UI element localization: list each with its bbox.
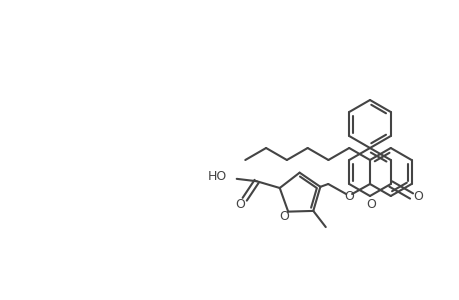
Text: O: O (279, 210, 289, 223)
Text: O: O (365, 197, 375, 211)
Text: HO: HO (207, 170, 226, 183)
Text: O: O (234, 198, 244, 211)
Text: O: O (413, 190, 423, 202)
Text: O: O (343, 190, 353, 202)
